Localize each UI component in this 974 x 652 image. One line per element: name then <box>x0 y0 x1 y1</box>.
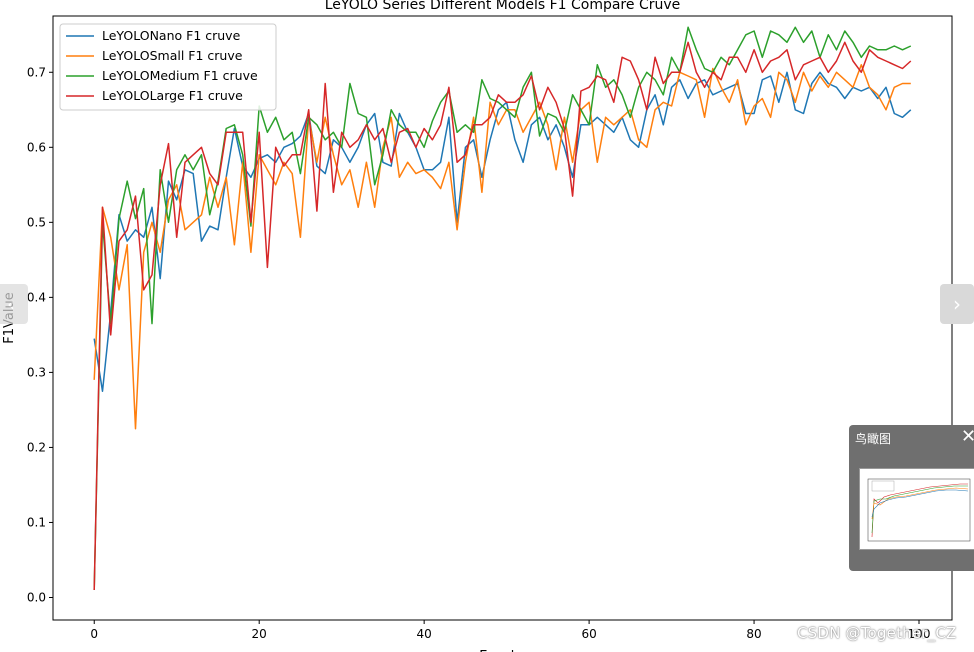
legend-label: LeYOLONano F1 cruve <box>102 28 241 43</box>
x-tick-label: 60 <box>581 627 596 641</box>
chart-title: LeYOLO Series Different Models F1 Compar… <box>325 0 681 13</box>
series-line-3 <box>93 41 912 591</box>
overview-thumbnail-image <box>867 478 971 542</box>
series-line-0 <box>93 71 912 392</box>
series-line-2 <box>93 26 912 591</box>
x-tick-label: 80 <box>746 627 761 641</box>
watermark: CSDN @Together_CZ <box>797 624 957 642</box>
overview-thumbnail[interactable] <box>859 468 974 550</box>
previous-image-button[interactable]: ‹ <box>0 284 28 324</box>
y-tick-label: 0.7 <box>27 65 46 79</box>
x-tick-label: 40 <box>417 627 432 641</box>
legend-label: LeYOLOLarge F1 cruve <box>102 88 243 103</box>
legend-box <box>59 23 277 111</box>
legend-label: LeYOLOMedium F1 cruve <box>102 68 258 83</box>
next-image-button[interactable]: › <box>940 284 974 324</box>
y-tick-label: 0.5 <box>27 215 46 229</box>
x-tick-label: 20 <box>252 627 267 641</box>
chevron-right-icon: › <box>953 292 961 316</box>
x-tick-label: 100 <box>908 627 931 641</box>
y-tick-label: 0.6 <box>27 140 46 154</box>
overview-title: 鸟瞰图 <box>855 432 892 446</box>
x-axis-label: Epochs <box>479 649 526 652</box>
overview-panel: 鸟瞰图 ✕ <box>849 425 974 571</box>
y-tick-label: 0.3 <box>27 365 46 379</box>
y-tick-label: 0.0 <box>27 590 46 604</box>
x-tick-label: 0 <box>90 627 98 641</box>
y-tick-label: 0.2 <box>27 440 46 454</box>
chevron-left-icon: ‹ <box>7 292 15 316</box>
legend-label: LeYOLOSmall F1 cruve <box>102 48 243 63</box>
y-tick-label: 0.1 <box>27 515 46 529</box>
y-tick-label: 0.4 <box>27 290 46 304</box>
series-line-1 <box>93 64 911 430</box>
close-icon[interactable]: ✕ <box>961 426 974 447</box>
